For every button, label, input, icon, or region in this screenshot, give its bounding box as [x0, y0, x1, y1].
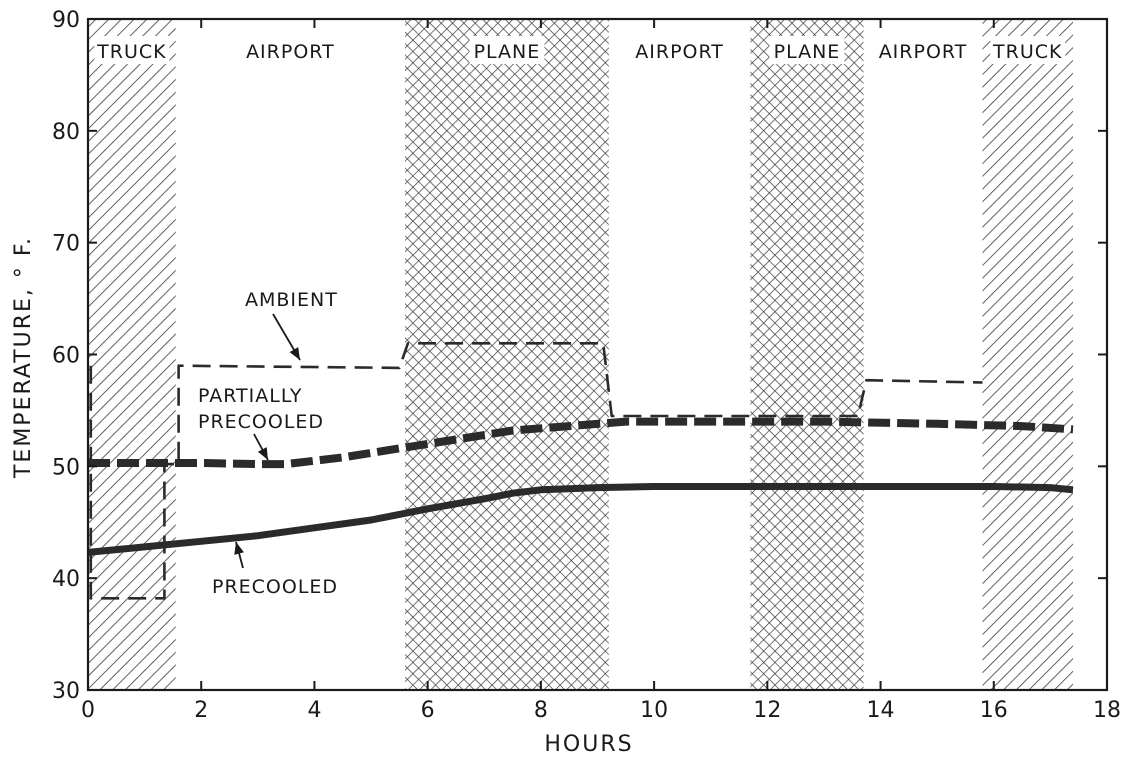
- axes: 0 2 4 6 8 10 12 14 16 18 30 40 50 60 70 80 90: [52, 8, 1121, 723]
- annotation-arrowhead: [289, 347, 300, 360]
- y-tick-label: 90: [52, 8, 80, 33]
- segment-label-bg: [629, 36, 731, 64]
- y-tick-label: 40: [52, 567, 80, 592]
- x-tick-label: 8: [534, 698, 548, 723]
- x-tick-label: 4: [307, 698, 321, 723]
- segment-label-plane-2: PLANE: [474, 41, 541, 63]
- x-tick-label: 12: [753, 698, 781, 723]
- annotation-label-partially-precooled: PRECOOLED: [198, 411, 324, 433]
- x-tick-label: 14: [867, 698, 895, 723]
- segment-band-truck-0: [88, 19, 176, 690]
- y-tick-label: 30: [52, 679, 80, 704]
- segment-label-plane-4: PLANE: [774, 41, 841, 63]
- y-tick-label: 60: [52, 344, 80, 369]
- segment-label-bg: [469, 36, 545, 64]
- y-axis-title: TEMPERATURE, ° F.: [11, 236, 36, 479]
- segment-label-airport-3: AIRPORT: [635, 41, 724, 63]
- segment-band-plane-2: [405, 19, 609, 690]
- segment-label-truck-6: TRUCK: [992, 41, 1062, 63]
- segment-band-plane-4: [750, 19, 864, 690]
- segment-labels: TRUCK AIRPORT PLANE AIRPORT PLANE AIRPORT TRUC…: [94, 36, 1066, 64]
- x-tick-label: 10: [640, 698, 668, 723]
- x-tick-label: 2: [194, 698, 208, 723]
- annotation-arrowhead: [234, 542, 244, 555]
- segment-label-bg: [239, 36, 341, 64]
- segment-bands: [88, 19, 1074, 690]
- annotation-bg: [236, 284, 362, 314]
- annotation-label-precooled: PRECOOLED: [212, 576, 338, 598]
- segment-label-airport-5: AIRPORT: [879, 41, 968, 63]
- x-tick-label: 18: [1093, 698, 1121, 723]
- x-tick-label: 0: [81, 698, 95, 723]
- segment-band-truck-6: [982, 19, 1074, 690]
- x-tick-label: 6: [421, 698, 435, 723]
- annotation-label-ambient: AMBIENT: [245, 289, 338, 311]
- annotation-bg: [204, 571, 370, 601]
- annotation-label-partially-precooled: PARTIALLY: [198, 385, 303, 407]
- series-lines: [87, 342, 1074, 600]
- annotation-arrowhead: [257, 447, 268, 460]
- series-partially-precooled: [88, 417, 1074, 469]
- y-tick-label: 80: [52, 120, 80, 145]
- segment-label-bg: [872, 36, 974, 64]
- annotation-bg: [189, 378, 359, 438]
- x-tick-label: 16: [980, 698, 1008, 723]
- series-ambient: [89, 342, 983, 600]
- series-precooled: [87, 483, 1074, 556]
- segment-label-airport-1: AIRPORT: [246, 41, 335, 63]
- y-tick-label: 50: [52, 455, 80, 480]
- x-axis-title: HOURS: [544, 732, 633, 757]
- y-tick-label: 70: [52, 232, 80, 257]
- segment-label-bg: [94, 36, 170, 64]
- segment-label-truck-0: TRUCK: [96, 41, 166, 63]
- annotations: AMBIENT PARTIALLY PRECOOLED PRECOOLED: [189, 284, 370, 601]
- segment-label-bg: [769, 36, 845, 64]
- segment-label-bg: [990, 36, 1066, 64]
